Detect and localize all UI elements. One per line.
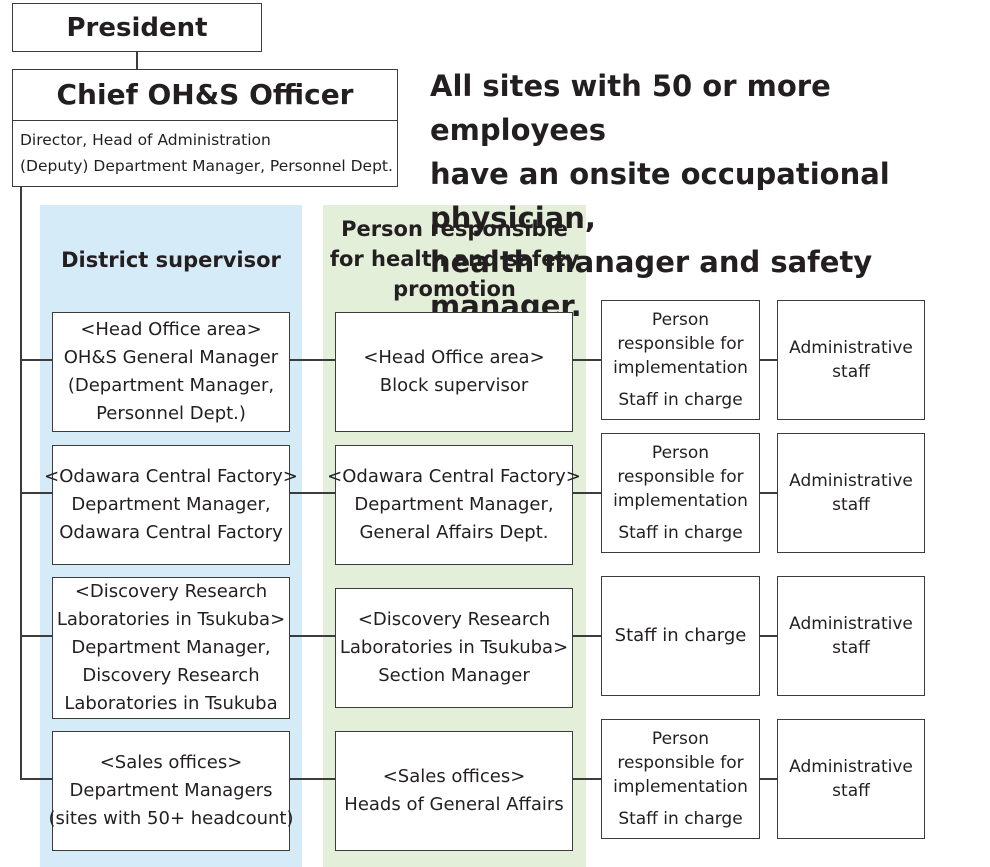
district-title-line-1: District supervisor: [61, 248, 281, 272]
connector-row-3-a: [290, 635, 336, 637]
president-label: President: [66, 12, 208, 43]
district-supervisor-title: District supervisor: [40, 245, 302, 275]
promotion-box-head-office: <Head Office area> Block supervisor: [335, 312, 573, 432]
implementation-line: implementation: [613, 777, 748, 797]
admin-line: staff: [832, 781, 870, 801]
district-line: Department Manager,: [71, 494, 271, 515]
implementation-box-head-office: Person responsible for implementation St…: [601, 300, 760, 420]
connector-trunk-row-3: [20, 635, 53, 637]
admin-line: Administrative: [789, 757, 913, 777]
connector-trunk-row-2: [20, 492, 53, 494]
president-box: President: [12, 3, 262, 52]
implementation-line: responsible for: [617, 467, 744, 487]
connector-row-2-c: [760, 492, 778, 494]
implementation-box-sales: Person responsible for implementation St…: [601, 719, 760, 839]
admin-line: staff: [832, 362, 870, 382]
promotion-line: Laboratories in Tsukuba>: [339, 637, 569, 658]
implementation-line: responsible for: [617, 753, 744, 773]
promotion-line: Heads of General Affairs: [344, 794, 564, 815]
notice-line-1: All sites with 50 or more employees: [430, 69, 831, 147]
promotion-line: <Odawara Central Factory>: [327, 466, 581, 487]
chief-officer-title: Chief OH&S Officer: [13, 70, 397, 121]
implementation-line: implementation: [613, 491, 748, 511]
district-line: (sites with 50+ headcount): [48, 808, 294, 829]
district-line: Department Manager,: [71, 637, 271, 658]
connector-row-4-a: [290, 778, 336, 780]
district-line: Discovery Research: [82, 665, 260, 686]
promotion-line: Department Manager,: [354, 494, 554, 515]
admin-line: staff: [832, 495, 870, 515]
district-line: Laboratories in Tsukuba: [64, 693, 278, 714]
staff-in-charge-label: Staff in charge: [618, 523, 743, 543]
notice-line-2: have an onsite occupational physician,: [430, 157, 890, 235]
district-line: Personnel Dept.): [96, 403, 246, 424]
district-line: <Head Office area>: [80, 319, 262, 340]
promotion-line: Section Manager: [378, 665, 530, 686]
connector-trunk-row-4: [20, 778, 53, 780]
implementation-line: responsible for: [617, 334, 744, 354]
connector-row-4-b: [573, 778, 602, 780]
district-line: Odawara Central Factory: [59, 522, 283, 543]
admin-staff-box-sales: Administrative staff: [777, 719, 925, 839]
admin-staff-box-head-office: Administrative staff: [777, 300, 925, 420]
promotion-box-odawara: <Odawara Central Factory> Department Man…: [327, 445, 581, 565]
district-line: OH&S General Manager: [63, 347, 279, 368]
district-box-odawara: <Odawara Central Factory> Department Man…: [44, 445, 298, 565]
district-line: <Discovery Research: [74, 581, 268, 602]
district-line: (Department Manager,: [67, 375, 275, 396]
admin-line: Administrative: [789, 471, 913, 491]
promotion-title-line-2: for health and safety: [329, 247, 580, 271]
connector-row-1-a: [290, 359, 336, 361]
district-line: Laboratories in Tsukuba>: [56, 609, 286, 630]
district-box-sales: <Sales offices> Department Managers (sit…: [49, 731, 294, 851]
promotion-line: Block supervisor: [379, 375, 529, 396]
connector-row-1-b: [573, 359, 602, 361]
chief-officer-line-1: Director, Head of Administration: [20, 131, 271, 149]
admin-staff-box-tsukuba: Administrative staff: [777, 576, 925, 696]
district-line: <Sales offices>: [99, 752, 243, 773]
chief-officer-line-2: (Deputy) Department Manager, Personnel D…: [20, 157, 393, 175]
connector-row-2-b: [573, 492, 602, 494]
promotion-line: <Discovery Research: [357, 609, 551, 630]
district-line: <Odawara Central Factory>: [44, 466, 298, 487]
promotion-title-line-1: Person responsible: [341, 217, 568, 241]
admin-line: Administrative: [789, 338, 913, 358]
promotion-line: General Affairs Dept.: [359, 522, 549, 543]
district-box-head-office: <Head Office area> OH&S General Manager …: [52, 312, 290, 432]
promotion-title-line-3: promotion: [393, 277, 516, 301]
connector-trunk: [20, 186, 22, 780]
connector-row-3-c: [760, 635, 778, 637]
chief-officer-box: Chief OH&S Officer Director, Head of Adm…: [12, 69, 398, 187]
admin-line: staff: [832, 638, 870, 658]
promotion-box-tsukuba: <Discovery Research Laboratories in Tsuk…: [335, 588, 573, 708]
promotion-line: <Sales offices>: [382, 766, 526, 787]
admin-line: Administrative: [789, 614, 913, 634]
district-line: Department Managers: [69, 780, 273, 801]
connector-row-2-a: [290, 492, 336, 494]
connector-row-3-b: [573, 635, 602, 637]
staff-in-charge-label: Staff in charge: [614, 625, 747, 646]
promotion-line: <Head Office area>: [363, 347, 545, 368]
staff-in-charge-label: Staff in charge: [618, 390, 743, 410]
promotion-box-sales: <Sales offices> Heads of General Affairs: [335, 731, 573, 851]
implementation-line: implementation: [613, 358, 748, 378]
connector-row-1-c: [760, 359, 778, 361]
staff-in-charge-label: Staff in charge: [618, 809, 743, 829]
district-box-tsukuba: <Discovery Research Laboratories in Tsuk…: [52, 577, 290, 719]
connector-president-chief: [136, 51, 138, 70]
staff-box-tsukuba: Staff in charge: [601, 576, 760, 696]
implementation-line: Person: [651, 310, 710, 330]
connector-trunk-row-1: [20, 359, 53, 361]
implementation-line: Person: [651, 443, 710, 463]
connector-row-4-c: [760, 778, 778, 780]
admin-staff-box-odawara: Administrative staff: [777, 433, 925, 553]
promotion-title: Person responsible for health and safety…: [323, 214, 586, 304]
implementation-box-odawara: Person responsible for implementation St…: [601, 433, 760, 553]
implementation-line: Person: [651, 729, 710, 749]
